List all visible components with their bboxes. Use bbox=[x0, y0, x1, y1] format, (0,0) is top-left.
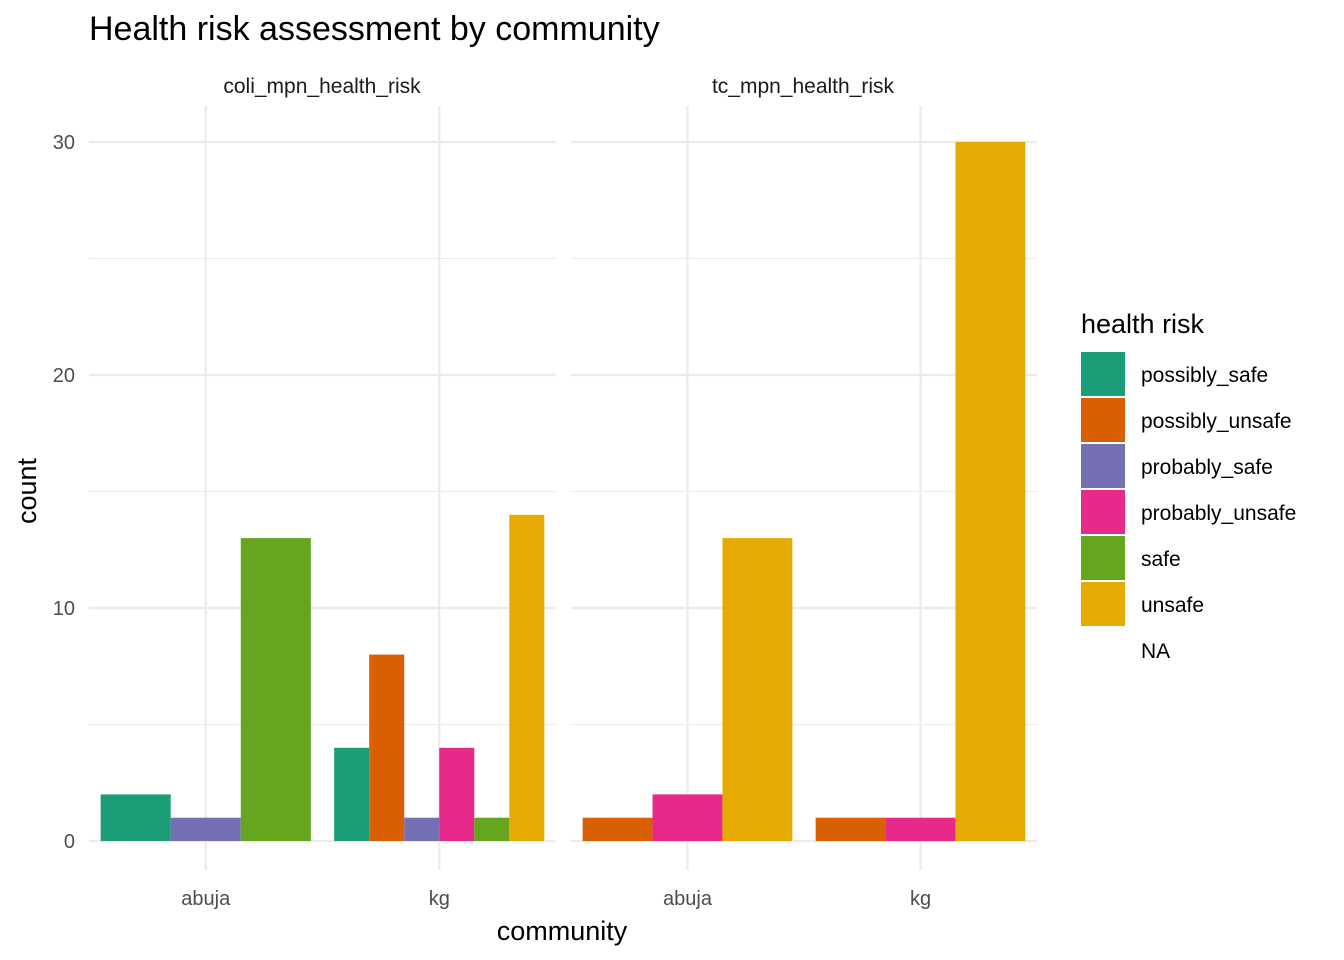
bar-abuja-probably-safe bbox=[170, 817, 241, 841]
x-tick-label: kg bbox=[910, 888, 931, 910]
legend-key bbox=[1081, 582, 1125, 626]
bar-abuja-possibly-safe bbox=[100, 794, 171, 841]
bar-kg-unsafe bbox=[955, 142, 1026, 841]
legend-key bbox=[1081, 352, 1125, 396]
bar-kg-possibly-unsafe bbox=[815, 817, 886, 841]
y-tick-label: 10 bbox=[53, 598, 75, 620]
panel-tc: tc_mpn_health_risk abuja kg bbox=[571, 75, 1037, 910]
panel-strip-label: coli_mpn_health_risk bbox=[223, 75, 421, 98]
bar-abuja-safe bbox=[240, 538, 311, 841]
panel-strip-label: tc_mpn_health_risk bbox=[712, 75, 895, 98]
chart-title: Health risk assessment by community bbox=[89, 10, 660, 48]
legend-label: possibly_unsafe bbox=[1141, 410, 1292, 433]
y-tick-label: 20 bbox=[53, 365, 75, 387]
bars bbox=[100, 514, 545, 841]
panel-coli: coli_mpn_health_risk abuja kg bbox=[89, 75, 556, 910]
bar-kg-probably-unsafe bbox=[885, 817, 956, 841]
legend-key bbox=[1081, 398, 1125, 442]
y-tick-label: 0 bbox=[64, 831, 75, 853]
bar-kg-safe bbox=[474, 817, 510, 841]
x-tick-label: abuja bbox=[181, 888, 231, 910]
legend-label: safe bbox=[1141, 548, 1181, 571]
bar-abuja-probably-unsafe bbox=[652, 794, 723, 841]
bar-kg-probably-unsafe bbox=[439, 747, 475, 841]
y-axis: 0 10 20 30 bbox=[53, 132, 75, 853]
legend-label: NA bbox=[1141, 640, 1170, 663]
legend-key bbox=[1081, 444, 1125, 488]
x-tick-label: kg bbox=[429, 888, 450, 910]
legend-title: health risk bbox=[1081, 309, 1205, 339]
bar-abuja-possibly-unsafe bbox=[582, 817, 653, 841]
x-tick-label: abuja bbox=[663, 888, 713, 910]
legend-label: unsafe bbox=[1141, 594, 1204, 617]
bar-abuja-unsafe bbox=[722, 538, 793, 841]
x-axis-title: community bbox=[497, 916, 628, 946]
legend: health risk possibly_safe possibly_unsafe… bbox=[1081, 309, 1296, 663]
legend-label: probably_safe bbox=[1141, 456, 1273, 479]
bar-kg-possibly-unsafe bbox=[369, 654, 405, 841]
bars bbox=[582, 142, 1026, 841]
grid bbox=[89, 106, 556, 870]
bar-kg-possibly-safe bbox=[334, 747, 370, 841]
legend-key bbox=[1081, 490, 1125, 534]
y-axis-title: count bbox=[12, 457, 42, 524]
y-tick-label: 30 bbox=[53, 132, 75, 154]
legend-label: possibly_safe bbox=[1141, 364, 1268, 387]
bar-kg-unsafe bbox=[509, 514, 545, 841]
legend-key bbox=[1081, 536, 1125, 580]
legend-label: probably_unsafe bbox=[1141, 502, 1296, 525]
bar-kg-probably-safe bbox=[404, 817, 440, 841]
